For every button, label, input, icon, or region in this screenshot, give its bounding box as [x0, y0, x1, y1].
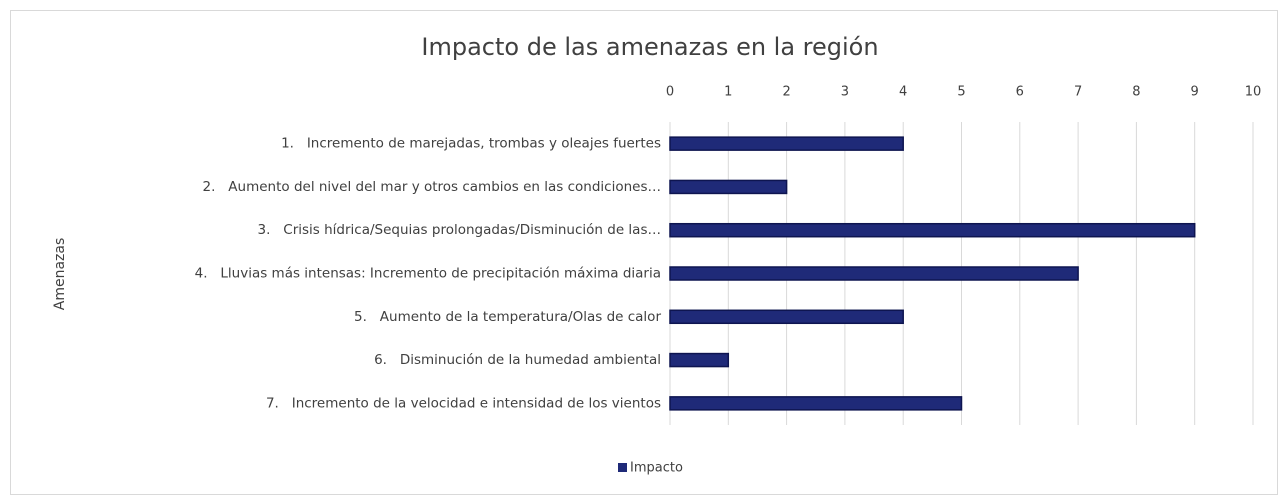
- x-tick-label: 10: [1245, 85, 1262, 100]
- x-tick-label: 4: [899, 85, 907, 100]
- chart-title: Impacto de las amenazas en la región: [421, 33, 878, 61]
- bar: [669, 136, 904, 151]
- bar: [669, 309, 904, 325]
- x-tick-label: 5: [957, 85, 965, 100]
- bar: [669, 222, 1196, 238]
- bar: [669, 266, 1079, 281]
- legend-label: Impacto: [630, 461, 683, 476]
- x-tick-label: 3: [841, 85, 849, 100]
- x-tick-label: 0: [666, 85, 674, 100]
- bar: [669, 179, 788, 195]
- x-tick-label: 7: [1074, 85, 1082, 100]
- chart-frame: [10, 10, 1278, 495]
- y-tick-label: 5. Aumento de la temperatura/Olas de cal…: [354, 309, 661, 325]
- legend-swatch: [618, 463, 627, 472]
- bar: [669, 352, 730, 368]
- y-tick-label: 7. Incremento de la velocidad e intensid…: [266, 395, 661, 411]
- y-tick-label: 2. Aumento del nivel del mar y otros cam…: [203, 179, 661, 195]
- y-tick-label: 6. Disminución de la humedad ambiental: [374, 352, 661, 368]
- x-tick-label: 9: [1191, 85, 1199, 100]
- bar: [669, 396, 963, 411]
- y-tick-label: 4. Lluvias más intensas: Incremento de p…: [195, 266, 661, 282]
- x-tick-label: 1: [724, 85, 732, 100]
- y-tick-label: 1. Incremento de marejadas, trombas y ol…: [281, 136, 661, 152]
- x-tick-label: 8: [1132, 85, 1140, 100]
- y-axis-label: Amenazas: [52, 238, 68, 311]
- x-tick-label: 2: [782, 85, 790, 100]
- x-tick-label: 6: [1016, 85, 1024, 100]
- y-tick-label: 3. Crisis hídrica/Sequias prolongadas/Di…: [258, 222, 661, 238]
